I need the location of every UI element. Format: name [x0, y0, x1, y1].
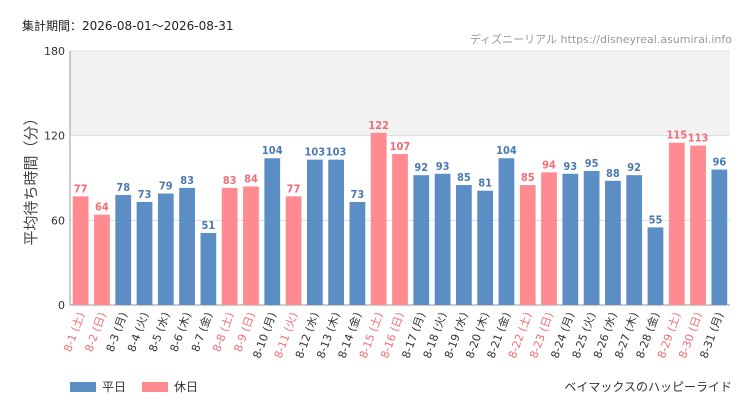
bar-value-label: 107: [390, 140, 411, 153]
legend-swatch-weekday: [70, 381, 96, 392]
bar: [498, 158, 515, 305]
bar-value-label: 93: [436, 160, 450, 173]
legend: 平日 休日: [70, 378, 214, 395]
bar: [285, 196, 302, 305]
bar: [328, 159, 345, 305]
bar-value-label: 103: [326, 146, 347, 159]
bar-value-label: 93: [563, 160, 577, 173]
bar-value-label: 83: [180, 174, 194, 187]
bar-value-label: 77: [287, 182, 301, 195]
attraction-name: ベイマックスのハッピーライド: [564, 380, 732, 394]
y-tick-label: 60: [51, 214, 65, 227]
bar: [72, 196, 89, 305]
y-tick-label: 120: [44, 130, 65, 143]
bar-value-label: 88: [606, 167, 620, 180]
bar-value-label: 94: [542, 158, 556, 171]
bar-value-label: 113: [688, 132, 709, 145]
bar: [306, 159, 323, 305]
y-tick-label: 180: [44, 45, 65, 58]
bar-value-label: 64: [95, 201, 109, 214]
bar: [370, 132, 387, 305]
bar-value-label: 73: [351, 188, 365, 201]
bar: [179, 187, 195, 305]
bar-value-label: 85: [457, 171, 471, 184]
bar: [94, 214, 110, 305]
bar-value-label: 51: [201, 219, 215, 232]
bar-value-label: 115: [666, 129, 687, 142]
bar: [413, 175, 430, 305]
bar: [200, 233, 217, 305]
bar: [541, 172, 557, 305]
bar: [221, 187, 238, 305]
bar: [711, 169, 728, 305]
bar: [349, 201, 366, 305]
bar-value-label: 55: [649, 213, 663, 226]
legend-item-weekday[interactable]: 平日: [70, 378, 126, 395]
legend-item-holiday[interactable]: 休日: [142, 378, 198, 395]
highlight-band: [70, 51, 730, 136]
legend-label-holiday: 休日: [174, 380, 199, 394]
bar-value-label: 73: [138, 188, 152, 201]
bar-value-label: 104: [262, 144, 283, 157]
bar: [115, 194, 132, 305]
bar-value-label: 84: [244, 172, 258, 185]
bar: [647, 227, 664, 305]
bar: [243, 186, 259, 305]
bar: [519, 185, 536, 305]
bar: [264, 158, 281, 305]
bar-value-label: 81: [478, 177, 492, 190]
source-text: ディズニーリアル https://disneyreal.asumirai.inf…: [469, 33, 732, 46]
bar-value-label: 79: [159, 180, 173, 193]
period-text: 集計期間：2026-08-01～2026-08-31: [22, 19, 234, 33]
bar-value-label: 78: [116, 181, 130, 194]
bar: [690, 145, 706, 305]
bar: [477, 190, 494, 305]
y-tick-label: 0: [58, 299, 65, 312]
bar: [157, 193, 174, 305]
bar: [626, 175, 643, 305]
bar-value-label: 85: [521, 171, 535, 184]
bar: [455, 185, 472, 305]
bar-value-label: 104: [496, 144, 517, 157]
bar-value-label: 103: [305, 146, 326, 159]
bar: [605, 180, 621, 305]
bar: [668, 142, 685, 305]
y-axis-title: 平均待ち時間（分）: [22, 110, 40, 245]
bar-value-label: 96: [712, 156, 726, 169]
bar-value-label: 122: [368, 119, 389, 132]
bar: [434, 173, 451, 305]
bar-value-label: 92: [627, 161, 641, 174]
bar: [136, 201, 153, 305]
bar-value-label: 83: [223, 174, 237, 187]
legend-label-weekday: 平日: [102, 380, 127, 394]
bar-value-label: 95: [585, 157, 599, 170]
legend-swatch-holiday: [142, 381, 169, 392]
bar-value-label: 92: [414, 161, 428, 174]
bar: [392, 154, 408, 305]
bar-value-label: 77: [74, 182, 88, 195]
bar: [562, 173, 579, 305]
bar: [583, 170, 600, 305]
